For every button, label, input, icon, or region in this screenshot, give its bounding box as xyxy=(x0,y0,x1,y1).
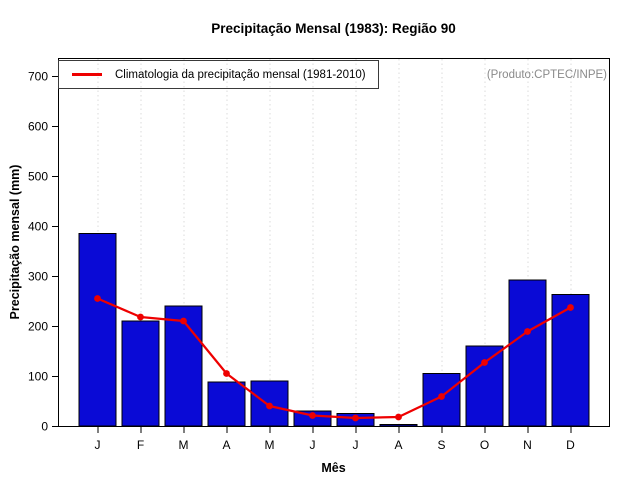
y-tick-label-600: 600 xyxy=(28,120,48,134)
bar-M-2 xyxy=(164,305,203,427)
y-tick-label-300: 300 xyxy=(28,270,48,284)
x-tick-label-3: A xyxy=(222,438,230,452)
x-tick-label-5: J xyxy=(310,438,316,452)
bar-S-8 xyxy=(422,373,461,427)
bar-N-10 xyxy=(508,279,547,427)
bar-D-11 xyxy=(551,294,590,427)
legend-line-icon xyxy=(72,73,102,76)
bar-J-0 xyxy=(78,233,117,427)
climatology-point-S-8 xyxy=(438,393,445,400)
x-axis-label: Mês xyxy=(321,461,346,475)
climatology-point-M-2 xyxy=(180,317,187,325)
x-tick-label-6: J xyxy=(353,438,359,452)
chart-title: Precipitação Mensal (1983): Região 90 xyxy=(211,21,456,36)
y-tick-label-700: 700 xyxy=(28,70,48,84)
climatology-point-M-4 xyxy=(266,402,273,410)
climatology-point-J-5 xyxy=(309,412,316,419)
x-tick-label-4: M xyxy=(265,438,275,452)
axis-ticks: 0 100 200 300 400 500 600 700 J F M A M J J A S O N D xyxy=(28,70,575,453)
x-tick-label-7: A xyxy=(394,438,402,452)
bar-F-1 xyxy=(121,320,160,427)
climatology-point-J-0 xyxy=(94,295,101,302)
climatology-line xyxy=(96,297,572,420)
x-tick-label-10: N xyxy=(523,438,532,452)
legend: Climatologia da precipitação mensal (198… xyxy=(58,60,379,89)
climatology-point-F-1 xyxy=(137,313,144,321)
bar-O-9 xyxy=(465,345,504,427)
bar-A-3 xyxy=(207,381,246,427)
y-tick-label-500: 500 xyxy=(28,170,48,184)
y-tick-label-400: 400 xyxy=(28,220,48,234)
producer-note: (Produto:CPTEC/INPE) xyxy=(486,69,607,81)
x-tick-label-9: O xyxy=(480,438,489,452)
x-tick-label-2: M xyxy=(179,438,189,452)
climatology-point-A-7 xyxy=(395,413,402,421)
bar-series xyxy=(78,233,590,427)
climatology-point-A-3 xyxy=(223,370,230,377)
y-tick-label-0: 0 xyxy=(41,420,48,434)
bar-A-7 xyxy=(379,424,418,427)
y-tick-label-200: 200 xyxy=(28,320,48,334)
legend-label: Climatologia da precipitação mensal (198… xyxy=(115,68,366,81)
climatology-line-series xyxy=(94,295,574,422)
y-tick-label-100: 100 xyxy=(28,370,48,384)
climatology-point-O-9 xyxy=(481,359,488,366)
x-tick-label-0: J xyxy=(95,438,101,452)
plot-border xyxy=(58,58,610,427)
x-tick-label-1: F xyxy=(137,438,144,452)
x-tick-label-8: S xyxy=(437,438,445,452)
climatology-point-D-11 xyxy=(567,304,574,311)
climatology-point-N-10 xyxy=(524,328,531,335)
plot-box xyxy=(58,58,610,427)
x-tick-label-11: D xyxy=(566,438,575,452)
climatology-point-J-6 xyxy=(352,414,359,422)
